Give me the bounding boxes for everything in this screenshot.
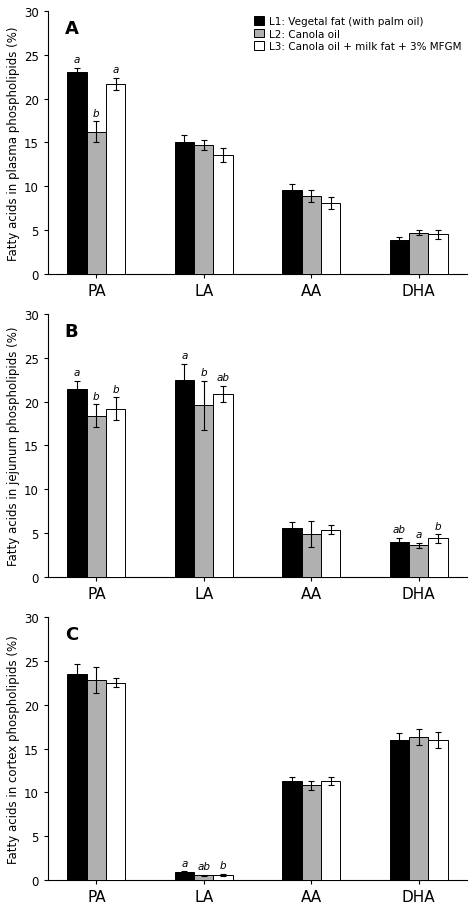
Text: a: a bbox=[74, 368, 80, 378]
Text: a: a bbox=[181, 351, 188, 361]
Text: ab: ab bbox=[197, 861, 210, 871]
Text: b: b bbox=[112, 384, 119, 394]
Bar bbox=[106, 683, 126, 880]
Bar bbox=[175, 872, 194, 880]
Bar bbox=[282, 781, 301, 880]
Bar bbox=[301, 785, 321, 880]
Bar bbox=[194, 146, 213, 274]
Y-axis label: Fatty acids in plasma phospholipids (%): Fatty acids in plasma phospholipids (%) bbox=[7, 26, 20, 261]
Text: b: b bbox=[93, 108, 100, 118]
Bar bbox=[282, 190, 301, 274]
Text: B: B bbox=[65, 322, 78, 341]
Bar bbox=[175, 380, 194, 578]
Bar bbox=[106, 409, 126, 578]
Bar bbox=[194, 405, 213, 578]
Bar bbox=[321, 781, 340, 880]
Bar bbox=[428, 538, 448, 578]
Bar bbox=[213, 875, 233, 880]
Y-axis label: Fatty acids in jejunum phospholipids (%): Fatty acids in jejunum phospholipids (%) bbox=[7, 326, 20, 566]
Bar bbox=[428, 740, 448, 880]
Text: A: A bbox=[65, 20, 79, 37]
Text: b: b bbox=[220, 861, 227, 870]
Bar bbox=[67, 674, 87, 880]
Bar bbox=[194, 875, 213, 880]
Bar bbox=[301, 535, 321, 578]
Bar bbox=[87, 681, 106, 880]
Bar bbox=[213, 156, 233, 274]
Bar bbox=[175, 143, 194, 274]
Text: C: C bbox=[65, 625, 78, 643]
Bar bbox=[301, 197, 321, 274]
Text: b: b bbox=[435, 521, 441, 531]
Y-axis label: Fatty acids in cortex phospholipids (%): Fatty acids in cortex phospholipids (%) bbox=[7, 634, 20, 863]
Bar bbox=[213, 394, 233, 578]
Text: ab: ab bbox=[393, 525, 406, 535]
Bar bbox=[428, 235, 448, 274]
Text: a: a bbox=[74, 56, 80, 66]
Bar bbox=[87, 133, 106, 274]
Bar bbox=[390, 241, 409, 274]
Text: a: a bbox=[416, 529, 422, 539]
Bar bbox=[321, 530, 340, 578]
Bar bbox=[67, 389, 87, 578]
Bar bbox=[87, 416, 106, 578]
Legend: L1: Vegetal fat (with palm oil), L2: Canola oil, L3: Canola oil + milk fat + 3% : L1: Vegetal fat (with palm oil), L2: Can… bbox=[254, 17, 462, 52]
Bar bbox=[106, 85, 126, 274]
Text: a: a bbox=[112, 65, 119, 75]
Bar bbox=[409, 233, 428, 274]
Text: a: a bbox=[181, 857, 188, 867]
Text: ab: ab bbox=[217, 373, 229, 383]
Text: b: b bbox=[93, 392, 100, 402]
Bar bbox=[282, 528, 301, 578]
Bar bbox=[321, 204, 340, 274]
Text: b: b bbox=[201, 368, 207, 378]
Bar bbox=[409, 546, 428, 578]
Bar bbox=[390, 542, 409, 578]
Bar bbox=[409, 737, 428, 880]
Bar bbox=[67, 73, 87, 274]
Bar bbox=[390, 740, 409, 880]
